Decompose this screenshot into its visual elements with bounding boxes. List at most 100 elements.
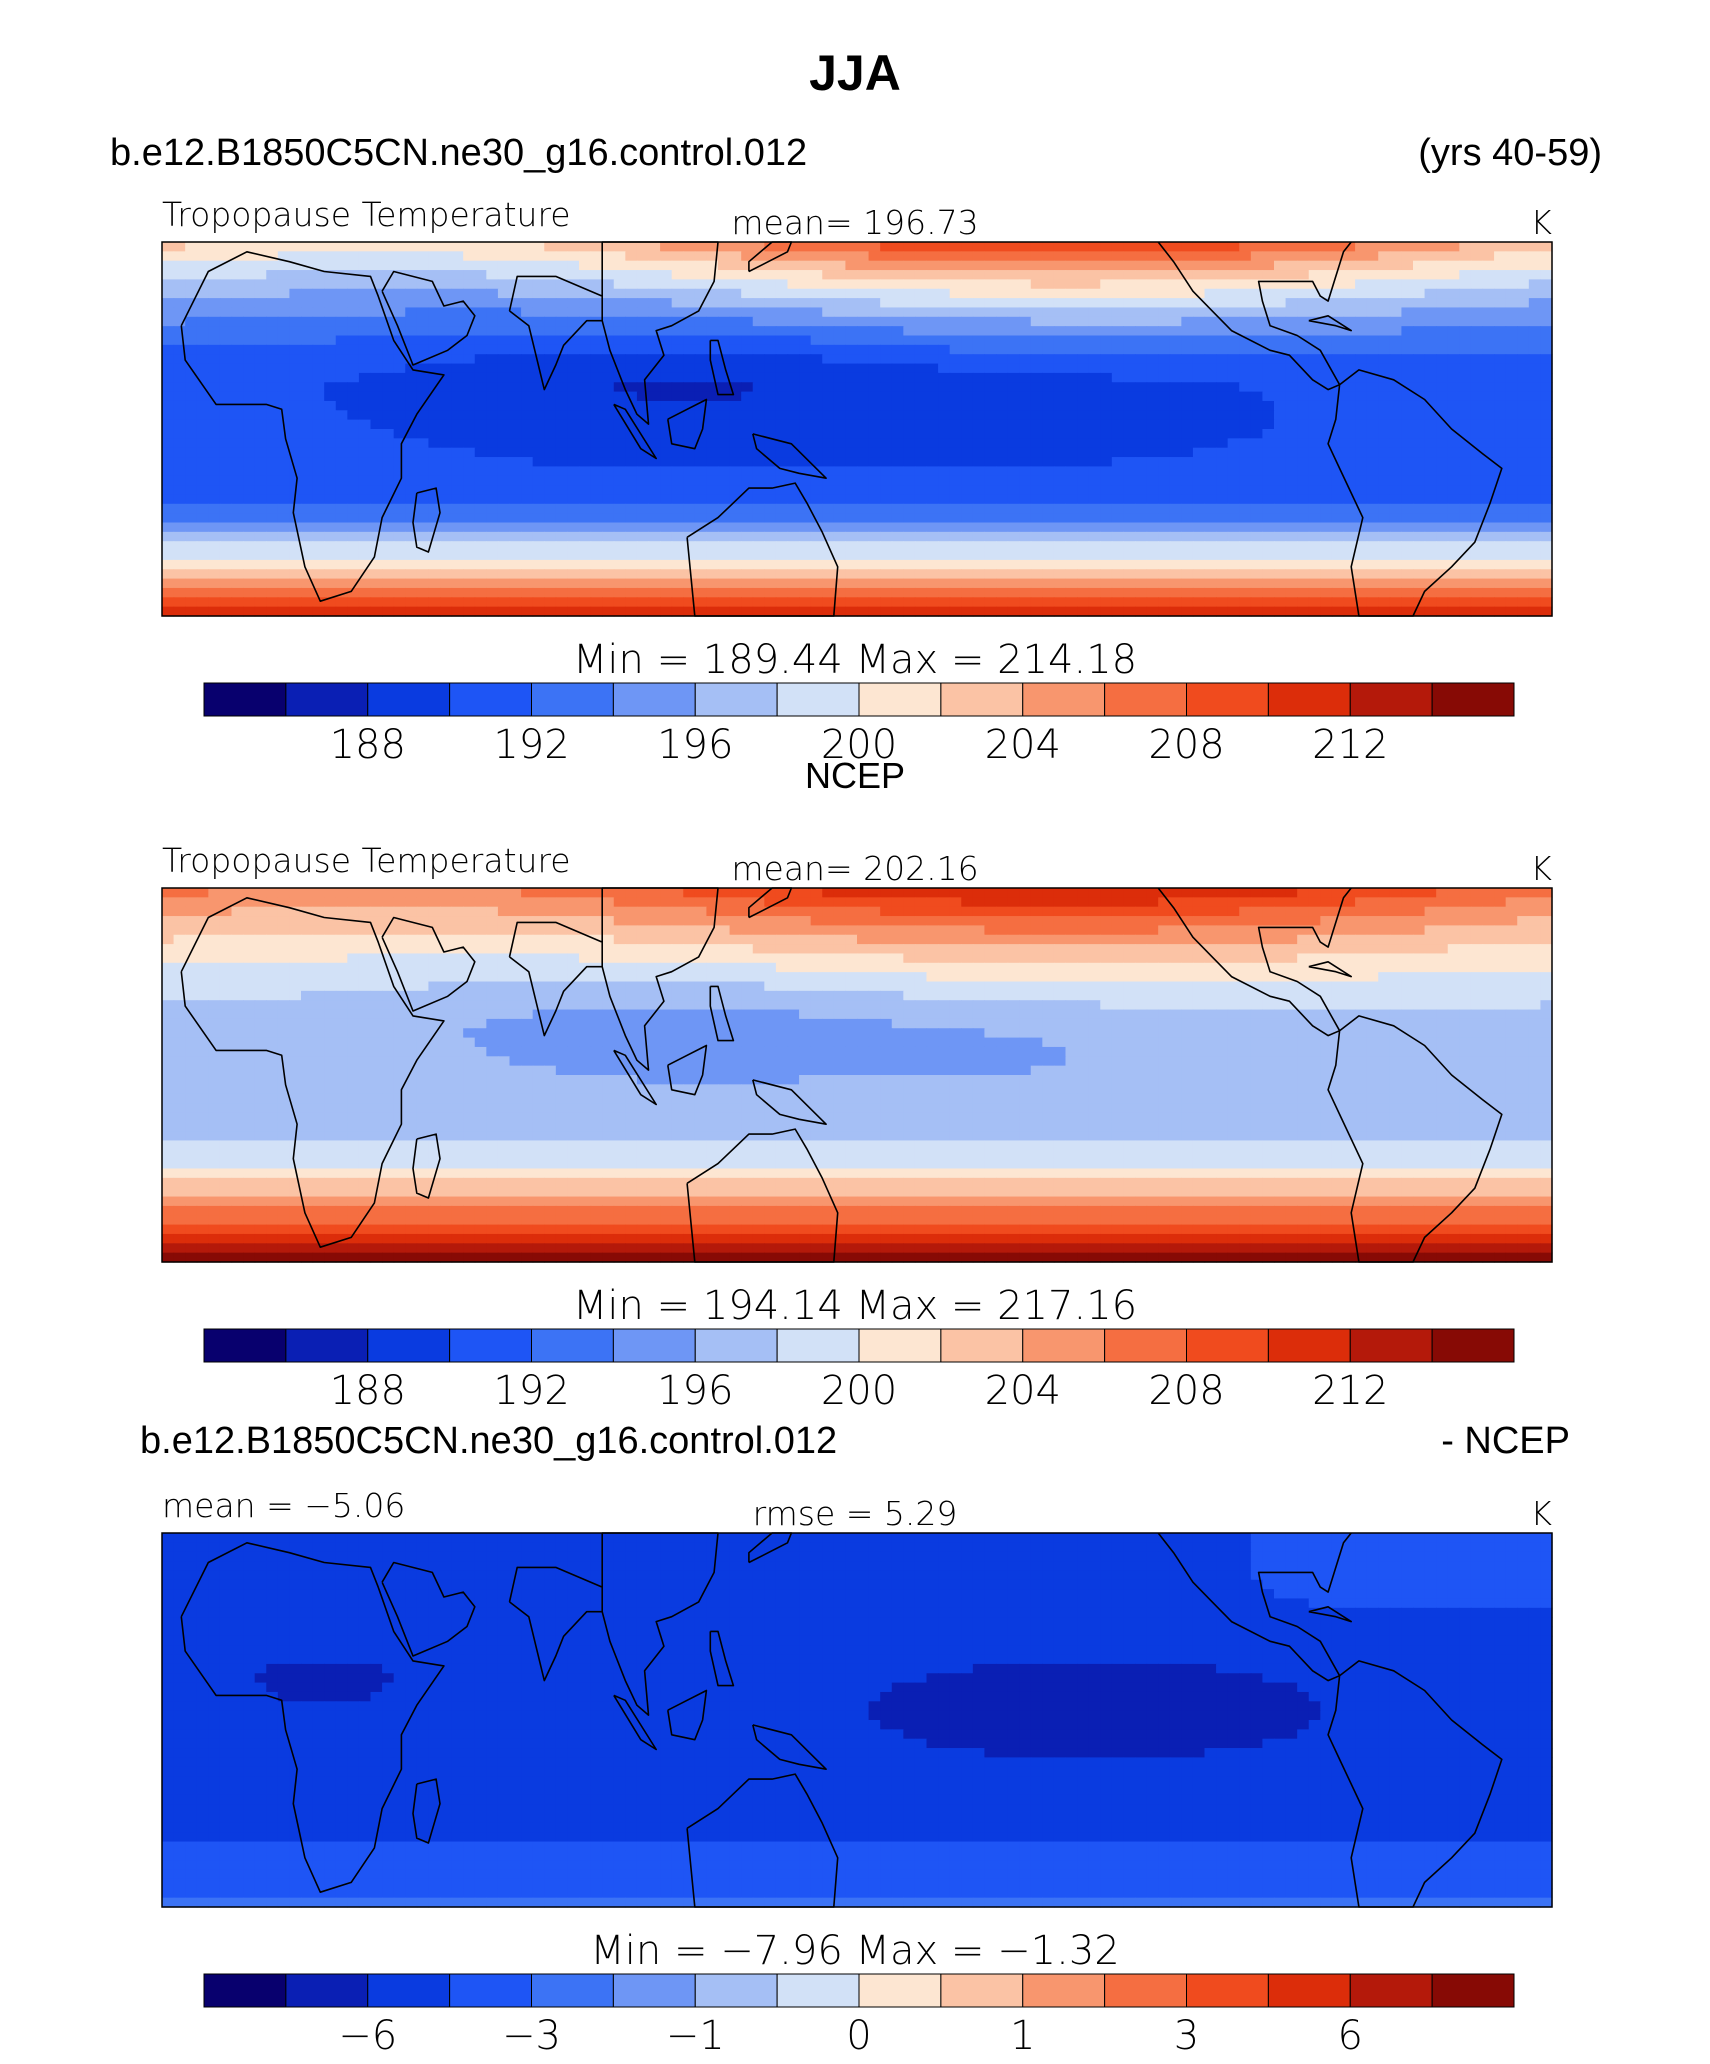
- min-max-label: Min = 194.14 Max = 217.16: [573, 1283, 1137, 1329]
- colorbar-box: [612, 1328, 696, 1363]
- colorbar-tick-label: −1: [666, 2013, 725, 2059]
- panel-difference: b.e12.B1850C5CN.ne30_g16.control.012 - NC…: [140, 1420, 1570, 2059]
- colorbar-tick-label: 200: [821, 722, 897, 768]
- colorbar-tick-label: 208: [1148, 1368, 1224, 1414]
- colorbar-tick-label: 192: [493, 1368, 569, 1414]
- colorbar-tick-label: 1: [1010, 2013, 1035, 2059]
- colorbar-tick-label: 188: [330, 1368, 406, 1414]
- colorbar-tick-label: −3: [502, 2013, 561, 2059]
- colorbar-box: [858, 1973, 942, 2008]
- contour-field: [162, 888, 1553, 1263]
- colorbar-box: [449, 1973, 533, 2008]
- colorbar-box: [612, 682, 696, 717]
- colorbar-tick-label: 208: [1148, 722, 1224, 768]
- colorbar-tick-label: 204: [985, 1368, 1061, 1414]
- colorbar-tick-label: 6: [1338, 2013, 1363, 2059]
- colorbar-box: [1104, 682, 1188, 717]
- colorbar-box: [694, 682, 778, 717]
- map-frame: [161, 1532, 1553, 1908]
- colorbar-tick-label: 204: [985, 722, 1061, 768]
- colorbar-box: [1104, 1973, 1188, 2008]
- colorbar-box: [1431, 1328, 1515, 1363]
- colorbar-tick-label: 200: [821, 1368, 897, 1414]
- colorbar-tick-label: 3: [1174, 2013, 1199, 2059]
- colorbar-box: [776, 682, 860, 717]
- colorbar-box: [1431, 682, 1515, 717]
- years-label: (yrs 40-59): [1418, 132, 1602, 174]
- min-max-label: Min = −7.96 Max = −1.32: [590, 1928, 1119, 1974]
- panel-left-label: mean = −5.06: [162, 1486, 405, 1525]
- colorbar-tick-label: 188: [330, 722, 406, 768]
- contour-field: [162, 242, 1553, 617]
- colorbar-box: [776, 1328, 860, 1363]
- colorbar-box: [858, 1328, 942, 1363]
- colorbar: −6 −3 −1 0 1 3 6: [203, 1973, 1515, 2059]
- colorbar-box: [1349, 1973, 1433, 2008]
- min-max-label: Min = 189.44 Max = 214.18: [573, 637, 1137, 683]
- panel-left-label: Tropopause Temperature: [162, 195, 571, 234]
- panel-header-right: - NCEP: [1441, 1420, 1570, 1462]
- panel-center-label: mean= 196.73: [731, 203, 978, 242]
- colorbar-box: [1267, 682, 1351, 717]
- colorbar-box: [285, 682, 369, 717]
- colorbar-box: [367, 1328, 451, 1363]
- colorbar-box: [531, 1328, 614, 1363]
- contour-field: [162, 1533, 1553, 1908]
- colorbar-box: [449, 682, 533, 717]
- colorbar: 188 192 196 200 204 208 212: [203, 682, 1515, 768]
- colorbar-tick-label: 212: [1312, 1368, 1388, 1414]
- panel-ncep: NCEP Tropopause Temperature mean= 202.16 K M…: [161, 755, 1553, 1414]
- colorbar-tick-label: −6: [338, 2013, 397, 2059]
- colorbar-box: [1267, 1328, 1351, 1363]
- colorbar-tick-label: 212: [1312, 722, 1388, 768]
- colorbar-box: [285, 1328, 369, 1363]
- colorbar-box: [1022, 682, 1106, 717]
- colorbar-box: [940, 1973, 1024, 2008]
- panel-center-label: rmse = 5.29: [753, 1494, 958, 1533]
- colorbar-box: [694, 1328, 778, 1363]
- map-frame: [161, 887, 1553, 1263]
- colorbar-box: [940, 1328, 1024, 1363]
- panel-model: Tropopause Temperature mean= 196.73 K Min =…: [161, 195, 1553, 768]
- panel-header: NCEP: [805, 755, 905, 796]
- colorbar-box: [1104, 1328, 1188, 1363]
- panel-header-left: b.e12.B1850C5CN.ne30_g16.control.012: [140, 1420, 837, 1462]
- colorbar-box: [858, 682, 942, 717]
- colorbar-box: [367, 1973, 451, 2008]
- colorbar-box: [1431, 1973, 1515, 2008]
- panel-units: K: [1530, 1494, 1552, 1533]
- colorbar-tick-label: 196: [657, 722, 733, 768]
- colorbar-box: [203, 1973, 287, 2008]
- colorbar-tick-label: 192: [493, 722, 569, 768]
- colorbar-box: [1186, 1973, 1269, 2008]
- colorbar-box: [1186, 1328, 1269, 1363]
- colorbar-box: [285, 1973, 369, 2008]
- colorbar-box: [1022, 1973, 1106, 2008]
- colorbar-box: [612, 1973, 696, 2008]
- colorbar-box: [531, 682, 614, 717]
- colorbar-box: [1186, 682, 1269, 717]
- colorbar-box: [203, 682, 287, 717]
- map-frame: [161, 241, 1553, 617]
- colorbar-box: [203, 1328, 287, 1363]
- colorbar: 188 192 196 200 204 208 212: [203, 1328, 1515, 1414]
- panel-left-label: Tropopause Temperature: [162, 841, 571, 880]
- colorbar-box: [531, 1973, 614, 2008]
- colorbar-box: [1349, 682, 1433, 717]
- colorbar-tick-label: 196: [657, 1368, 733, 1414]
- colorbar-box: [940, 682, 1024, 717]
- colorbar-box: [776, 1973, 860, 2008]
- colorbar-box: [1267, 1973, 1351, 2008]
- colorbar-box: [1022, 1328, 1106, 1363]
- colorbar-box: [449, 1328, 533, 1363]
- colorbar-box: [1349, 1328, 1433, 1363]
- panel-units: K: [1530, 849, 1552, 888]
- case-name: b.e12.B1850C5CN.ne30_g16.control.012: [110, 132, 807, 174]
- colorbar-box: [367, 682, 451, 717]
- colorbar-tick-label: 0: [846, 2013, 871, 2059]
- panel-units: K: [1530, 203, 1552, 242]
- figure-title: JJA: [809, 45, 901, 101]
- colorbar-box: [694, 1973, 778, 2008]
- panel-center-label: mean= 202.16: [731, 849, 978, 888]
